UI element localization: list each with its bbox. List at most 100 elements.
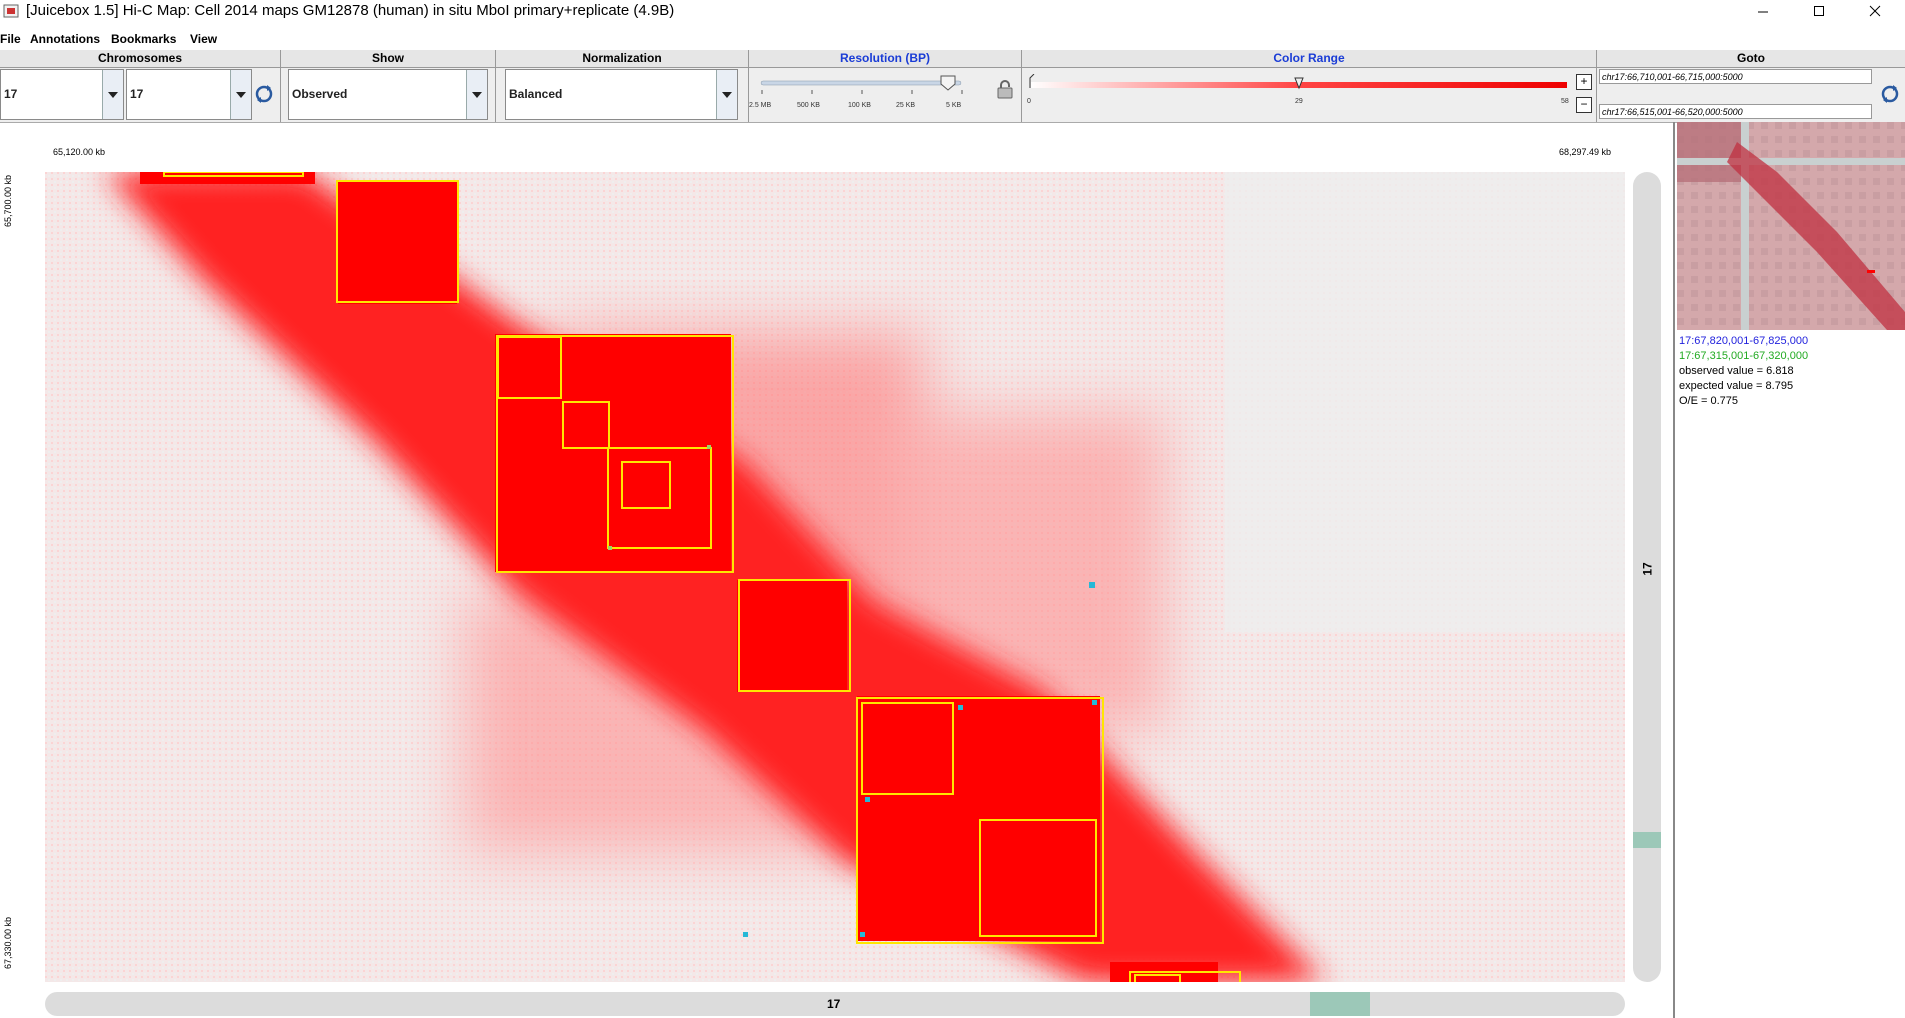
y-axis-start-label: 65,700.00 kb: [3, 174, 14, 228]
resolution-tick: 500 KB: [797, 102, 820, 109]
menu-bookmarks[interactable]: Bookmarks: [111, 32, 177, 46]
title-bar: [Juicebox 1.5] Hi-C Map: Cell 2014 maps …: [0, 0, 1905, 30]
hover-observed-value: observed value = 6.818: [1679, 365, 1794, 377]
loop-marker[interactable]: [958, 705, 963, 710]
maximize-button[interactable]: [1796, 0, 1842, 22]
goto-refresh-button[interactable]: [1879, 83, 1901, 105]
x-axis-start-label: 65,120.00 kb: [53, 147, 106, 157]
chevron-down-icon[interactable]: [466, 70, 487, 119]
domain-box[interactable]: [607, 447, 712, 549]
show-header: Show: [281, 50, 495, 68]
chromosome-x-select[interactable]: 17: [0, 69, 124, 120]
heatmap-dense-blocks: [140, 172, 1218, 982]
chromosome-y-select[interactable]: 17: [126, 69, 252, 120]
color-range-min-thumb[interactable]: [1029, 74, 1035, 88]
domain-annotations[interactable]: [163, 172, 1241, 982]
hic-heatmap[interactable]: [45, 172, 1625, 982]
loop-annotations[interactable]: [743, 582, 1097, 937]
juicebox-app-icon: [3, 4, 19, 18]
domain-box[interactable]: [496, 335, 734, 573]
chevron-down-icon[interactable]: [102, 70, 123, 119]
resolution-tick: 100 KB: [848, 102, 871, 109]
menu-view[interactable]: View: [190, 32, 218, 46]
x-axis-end-label: 68,297.49 kb: [1559, 147, 1612, 157]
domain-box[interactable]: [738, 579, 851, 692]
resolution-header: Resolution (BP): [749, 50, 1021, 68]
color-range-max-thumb[interactable]: [1294, 77, 1304, 90]
loop-annotations-green: [608, 445, 711, 550]
domain-box[interactable]: [562, 401, 610, 449]
heatmap-sparse-region: [1225, 172, 1625, 632]
hover-expected-value: expected value = 8.795: [1679, 380, 1794, 392]
normalization-panel: Normalization Balanced: [496, 50, 749, 122]
show-select[interactable]: Observed: [288, 69, 488, 120]
normalization-select[interactable]: Balanced: [505, 69, 738, 120]
refresh-chromosome-button[interactable]: [253, 83, 275, 105]
resolution-slider[interactable]: [759, 72, 969, 100]
hover-oe-value: O/E = 0.775: [1679, 395, 1739, 407]
menu-annotations[interactable]: Annotations: [30, 32, 100, 46]
horizontal-chromosome-label: 17: [827, 997, 841, 1011]
resolution-tick: 25 KB: [896, 102, 916, 109]
maximize-icon: [1814, 6, 1824, 16]
domain-box[interactable]: [979, 819, 1097, 937]
goto-panel: Goto: [1597, 50, 1905, 122]
panel-divider[interactable]: [1673, 122, 1675, 1018]
y-axis-end-label: 67,330.00 kb: [3, 916, 14, 970]
resolution-slider-thumb[interactable]: [940, 75, 956, 91]
close-button[interactable]: [1852, 0, 1898, 22]
vertical-chromosome-scrollbar[interactable]: 17: [1633, 172, 1661, 982]
minimize-button[interactable]: [1740, 0, 1786, 22]
chevron-down-icon[interactable]: [230, 70, 251, 119]
loop-marker[interactable]: [860, 932, 865, 937]
menu-bar: File Annotations Bookmarks View: [0, 30, 1905, 50]
loop-marker[interactable]: [743, 932, 748, 937]
lock-icon: [997, 80, 1013, 99]
loop-marker[interactable]: [1092, 700, 1097, 705]
color-range-plus-button[interactable]: +: [1576, 74, 1592, 90]
show-value: Observed: [292, 87, 348, 101]
goto-header: Goto: [1597, 50, 1905, 68]
chromosome-x-value: 17: [4, 87, 18, 101]
domain-box[interactable]: [856, 697, 1104, 944]
color-range-minus-button[interactable]: −: [1576, 97, 1592, 113]
color-range-mid-label: 29: [1295, 98, 1303, 105]
chromosomes-panel: Chromosomes 17 17: [0, 50, 281, 122]
domain-box[interactable]: [336, 180, 459, 303]
minimize-icon: [1758, 11, 1768, 13]
horizontal-scroll-thumb[interactable]: [1310, 992, 1370, 1016]
domain-box[interactable]: [1129, 971, 1241, 982]
goto-y-input[interactable]: [1599, 104, 1872, 119]
loop-marker[interactable]: [1089, 582, 1095, 588]
domain-box[interactable]: [1134, 974, 1181, 982]
color-range-slider[interactable]: [1027, 74, 1572, 98]
vertical-chromosome-label: 17: [1640, 562, 1655, 576]
chevron-down-icon[interactable]: [716, 70, 737, 119]
horizontal-chromosome-scrollbar[interactable]: 17: [45, 992, 1625, 1016]
domain-box[interactable]: [497, 336, 562, 399]
hover-x-range: 17:67,820,001-67,825,000: [1679, 335, 1809, 347]
domain-box[interactable]: [621, 461, 671, 509]
thumbnail-overview[interactable]: [1677, 122, 1905, 330]
hover-y-range: 17:67,315,001-67,320,000: [1679, 350, 1809, 362]
chromosome-y-value: 17: [130, 87, 144, 101]
color-range-header: Color Range: [1022, 50, 1596, 68]
resolution-lock-button[interactable]: [994, 78, 1016, 100]
refresh-icon: [255, 85, 273, 103]
resolution-tick: 2.5 MB: [749, 102, 772, 109]
domain-box[interactable]: [163, 172, 304, 177]
heatmap-canvas[interactable]: [45, 172, 1625, 982]
color-range-max-label: 58: [1561, 98, 1569, 105]
refresh-icon: [1881, 85, 1899, 103]
menu-file[interactable]: File: [0, 32, 21, 46]
thumbnail-canvas[interactable]: [1677, 122, 1905, 330]
color-range-min-label: 0: [1027, 98, 1031, 105]
goto-x-input[interactable]: [1599, 69, 1872, 84]
toolbar: Chromosomes 17 17 Show Observed Normaliz…: [0, 50, 1905, 123]
domain-box[interactable]: [861, 702, 954, 795]
chromosomes-header: Chromosomes: [0, 50, 280, 68]
loop-marker[interactable]: [865, 797, 870, 802]
show-panel: Show Observed: [281, 50, 496, 122]
window-title: [Juicebox 1.5] Hi-C Map: Cell 2014 maps …: [26, 2, 675, 19]
vertical-scroll-thumb[interactable]: [1633, 832, 1661, 848]
